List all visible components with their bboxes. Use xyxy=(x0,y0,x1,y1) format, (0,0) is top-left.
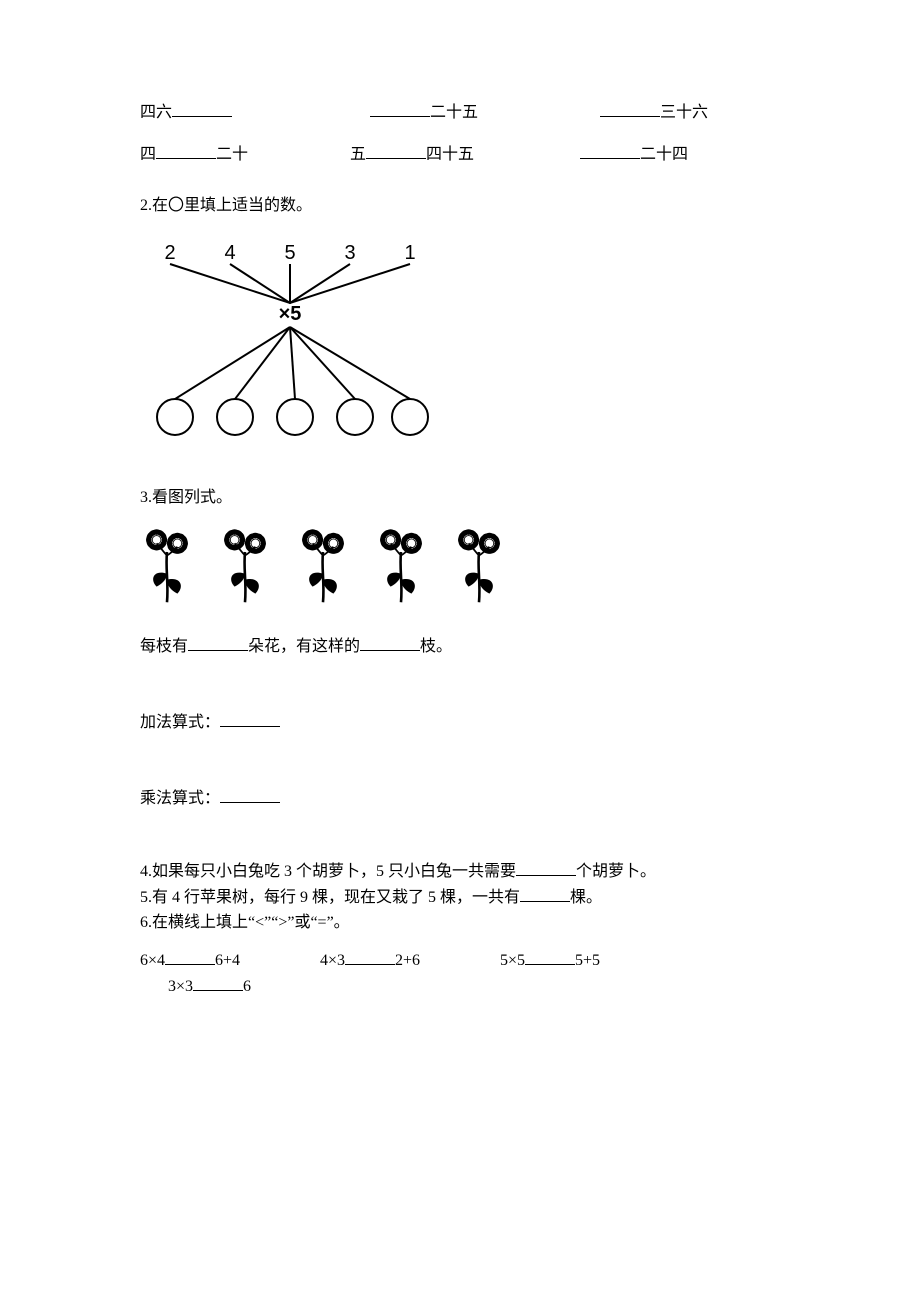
blank[interactable] xyxy=(520,886,570,902)
q2-title: 2.在〇里填上适当的数。 xyxy=(140,193,780,219)
diagram-output-circle[interactable] xyxy=(156,398,194,436)
q2-diagram: 2 4 5 3 1 ×5 xyxy=(140,239,460,459)
flower-icon xyxy=(218,526,272,604)
diagram-line xyxy=(234,326,291,399)
lhs: 5×5 xyxy=(500,952,525,969)
cell-3: 二十四 xyxy=(580,142,688,168)
text: 个胡萝卜。 xyxy=(576,863,656,880)
diagram-output-circle[interactable] xyxy=(336,398,374,436)
blank[interactable] xyxy=(220,787,280,803)
diagram-input: 4 xyxy=(224,237,235,269)
flower-icon xyxy=(140,526,194,604)
q3-mul: 乘法算式： xyxy=(140,786,780,812)
diagram-operator: ×5 xyxy=(279,298,302,330)
blank[interactable] xyxy=(156,143,216,159)
blank[interactable] xyxy=(188,635,248,651)
diagram-output-circle[interactable] xyxy=(276,398,314,436)
text: 二十四 xyxy=(640,146,688,163)
q6-item: 6×4 6+4 xyxy=(140,948,320,974)
label: 加法算式： xyxy=(140,714,220,731)
q3-sentence: 每枝有 朵花，有这样的 枝。 xyxy=(140,634,780,660)
cell-1: 四 二十 xyxy=(140,142,350,168)
diagram-input: 2 xyxy=(164,237,175,269)
text: 二十五 xyxy=(430,104,478,121)
q6-item: 5×5 5+5 xyxy=(500,948,680,974)
q6-items: 6×4 6+4 4×3 2+6 5×5 5+5 3×3 6 xyxy=(140,948,780,999)
text: 五 xyxy=(350,146,366,163)
text: 每枝有 xyxy=(140,638,188,655)
blank[interactable] xyxy=(193,975,243,991)
blank[interactable] xyxy=(172,101,232,117)
diagram-output-circle[interactable] xyxy=(216,398,254,436)
cell-3: 三十六 xyxy=(600,100,708,126)
text: 朵花，有这样的 xyxy=(248,638,360,655)
diagram-output-circle[interactable] xyxy=(391,398,429,436)
flowers-row xyxy=(140,526,780,604)
lhs: 3×3 xyxy=(168,978,193,995)
diagram-input: 1 xyxy=(404,237,415,269)
diagram-line xyxy=(289,326,355,399)
diagram-input: 3 xyxy=(344,237,355,269)
blank[interactable] xyxy=(220,711,280,727)
diagram-input: 5 xyxy=(284,237,295,269)
diagram-line xyxy=(170,263,291,304)
text: 三十六 xyxy=(660,104,708,121)
q6-item: 4×3 2+6 xyxy=(320,948,500,974)
q3-add: 加法算式： xyxy=(140,710,780,736)
text: 二十 xyxy=(216,146,248,163)
blank[interactable] xyxy=(525,949,575,965)
text: 四十五 xyxy=(426,146,474,163)
rhs: 6 xyxy=(243,978,251,995)
blank[interactable] xyxy=(580,143,640,159)
flower-icon xyxy=(374,526,428,604)
label: 乘法算式： xyxy=(140,790,220,807)
text: 棵。 xyxy=(570,889,602,906)
q6-title: 6.在横线上填上“<”“>”或“=”。 xyxy=(140,910,780,936)
question-5: 5.有 4 行苹果树，每行 9 棵，现在又栽了 5 棵，一共有 棵。 xyxy=(140,885,780,911)
question-6: 6.在横线上填上“<”“>”或“=”。 6×4 6+4 4×3 2+6 5×5 5+5… xyxy=(140,910,780,999)
text: 四 xyxy=(140,146,156,163)
q6-item: 3×3 6 xyxy=(168,974,251,1000)
fill-row-1: 四六 二十五 三十六 xyxy=(140,100,780,126)
question-2: 2.在〇里填上适当的数。 2 4 5 3 1 ×5 xyxy=(140,193,780,459)
flower-icon xyxy=(452,526,506,604)
diagram-line xyxy=(289,327,296,399)
diagram-line xyxy=(289,326,410,400)
text: 5.有 4 行苹果树，每行 9 棵，现在又栽了 5 棵，一共有 xyxy=(140,889,520,906)
blank[interactable] xyxy=(345,949,395,965)
text: 四六 xyxy=(140,104,172,121)
text: 4.如果每只小白兔吃 3 个胡萝卜，5 只小白兔一共需要 xyxy=(140,863,516,880)
blank[interactable] xyxy=(165,949,215,965)
text: 枝。 xyxy=(420,638,452,655)
lhs: 6×4 xyxy=(140,952,165,969)
diagram-line xyxy=(290,263,411,304)
blank[interactable] xyxy=(366,143,426,159)
rhs: 6+4 xyxy=(215,952,240,969)
blank[interactable] xyxy=(516,860,576,876)
blank[interactable] xyxy=(360,635,420,651)
question-3: 3.看图列式。 每枝有 朵花，有这样的 枝。 加法算式： 乘法算式： xyxy=(140,485,780,811)
blank[interactable] xyxy=(600,101,660,117)
fill-row-2: 四 二十 五 四十五 二十四 xyxy=(140,142,780,168)
lhs: 4×3 xyxy=(320,952,345,969)
question-4: 4.如果每只小白兔吃 3 个胡萝卜，5 只小白兔一共需要 个胡萝卜。 xyxy=(140,859,780,885)
q3-title: 3.看图列式。 xyxy=(140,485,780,511)
cell-2: 二十五 xyxy=(370,100,600,126)
rhs: 2+6 xyxy=(395,952,420,969)
flower-icon xyxy=(296,526,350,604)
rhs: 5+5 xyxy=(575,952,600,969)
cell-2: 五 四十五 xyxy=(350,142,580,168)
blank[interactable] xyxy=(370,101,430,117)
diagram-line xyxy=(174,326,290,400)
cell-1: 四六 xyxy=(140,100,370,126)
